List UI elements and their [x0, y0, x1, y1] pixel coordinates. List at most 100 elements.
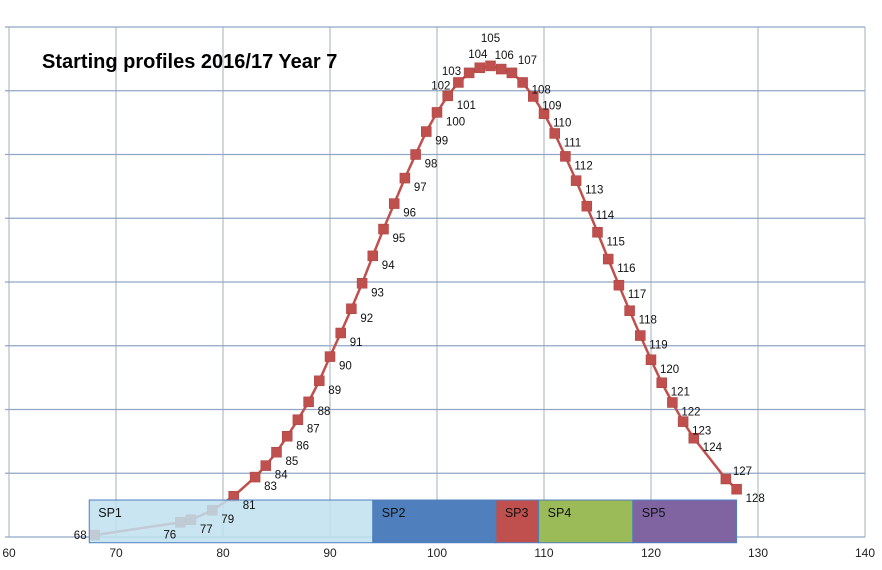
data-point-marker	[624, 305, 635, 316]
x-tick-label: 70	[109, 546, 123, 560]
band-sp3	[495, 499, 540, 544]
data-point-label: 100	[446, 116, 465, 128]
data-point-label: 128	[746, 493, 765, 505]
data-point-marker	[292, 414, 304, 425]
data-point-marker	[549, 128, 560, 139]
data-point-marker	[303, 396, 314, 408]
band-label: SP5	[642, 506, 666, 520]
data-point-marker	[442, 90, 453, 102]
data-point-label: 94	[382, 260, 395, 272]
data-point-marker	[570, 175, 582, 186]
data-point-label: 102	[431, 80, 450, 92]
data-point-label: 114	[596, 210, 615, 222]
data-point-label: 86	[296, 440, 309, 452]
band-label: SP2	[382, 506, 406, 520]
data-point-label: 121	[671, 387, 690, 399]
data-point-marker	[645, 354, 657, 366]
x-tick-label: 80	[216, 546, 230, 560]
data-point-label: 109	[542, 100, 561, 112]
data-point-label: 112	[574, 160, 592, 172]
data-point-label: 87	[307, 424, 320, 436]
data-point-marker	[421, 126, 432, 137]
data-point-marker	[453, 77, 464, 88]
x-tick-label: 110	[534, 546, 553, 560]
data-point-marker	[731, 483, 742, 495]
data-point-label: 77	[200, 524, 213, 536]
data-point-label: 95	[393, 233, 406, 245]
data-point-label: 84	[275, 470, 288, 482]
x-tick-label: 90	[323, 546, 337, 560]
band-label: SP3	[505, 506, 529, 520]
data-point-marker	[346, 303, 357, 315]
data-point-marker	[281, 431, 293, 442]
data-point-label: 120	[660, 364, 679, 376]
data-point-marker	[517, 77, 528, 88]
data-point-marker	[463, 67, 475, 79]
data-point-marker	[506, 67, 518, 79]
data-point-marker	[399, 172, 411, 184]
x-tick-label: 140	[855, 546, 875, 560]
data-point-marker	[335, 327, 346, 339]
x-tick-label: 60	[2, 546, 16, 560]
data-point-label: 122	[681, 406, 700, 418]
data-point-label: 92	[360, 313, 373, 325]
gridlines	[5, 26, 866, 538]
data-point-label: 105	[481, 33, 500, 45]
data-point-marker	[688, 432, 700, 444]
band-label: SP4	[548, 506, 572, 520]
data-point-label: 118	[639, 315, 657, 327]
data-point-label: 68	[74, 530, 87, 542]
data-point-label: 96	[403, 208, 416, 220]
data-point-label: 76	[163, 529, 176, 541]
chart-title: Starting profiles 2016/17 Year 7	[42, 51, 337, 73]
data-point-label: 124	[703, 442, 723, 454]
x-tick-label: 130	[748, 546, 768, 560]
profile-bands: SP1 SP2 SP3 SP4 SP5	[88, 499, 738, 544]
data-point-marker	[367, 250, 379, 262]
data-point-label: 115	[607, 236, 625, 248]
data-point-marker	[720, 473, 732, 485]
data-point-label: 104	[468, 49, 488, 61]
data-point-label: 98	[425, 159, 438, 171]
data-point-label: 91	[350, 337, 363, 349]
data-point-marker	[592, 227, 603, 238]
data-point-marker	[560, 151, 571, 162]
data-point-label: 113	[585, 185, 603, 197]
band-sp4	[538, 499, 634, 544]
data-point-marker	[324, 351, 336, 362]
data-point-marker	[528, 91, 539, 102]
data-point-label: 123	[692, 426, 711, 438]
x-axis-ticks: 60 70 80 90 100 110 120 130 140	[2, 546, 875, 560]
band-sp1	[88, 499, 374, 544]
data-point-label: 83	[264, 481, 277, 493]
data-point-marker	[378, 223, 389, 235]
data-point-marker	[581, 200, 593, 212]
data-point-marker	[495, 63, 507, 75]
band-sp2	[372, 499, 497, 544]
data-point-label: 116	[617, 263, 635, 275]
data-point-label: 103	[442, 66, 461, 78]
data-point-marker	[474, 62, 486, 74]
data-point-marker	[431, 107, 443, 118]
data-point-label: 127	[733, 466, 752, 478]
data-point-marker	[249, 471, 261, 483]
data-point-label: 81	[243, 500, 256, 512]
data-point-label: 107	[518, 55, 537, 67]
x-tick-label: 120	[641, 546, 661, 560]
data-point-marker	[667, 397, 678, 408]
data-point-marker	[485, 60, 496, 72]
data-point-marker	[613, 279, 625, 291]
x-tick-label: 100	[427, 546, 447, 560]
data-point-label: 119	[649, 340, 667, 352]
data-point-label: 110	[553, 118, 571, 130]
data-point-marker	[656, 377, 667, 388]
band-sp5	[632, 499, 738, 544]
data-point-marker	[677, 416, 689, 427]
data-point-label: 79	[221, 514, 234, 526]
data-point-label: 89	[328, 385, 341, 397]
data-point-marker	[635, 330, 646, 341]
data-point-marker	[410, 149, 421, 160]
data-point-label: 90	[339, 361, 352, 373]
